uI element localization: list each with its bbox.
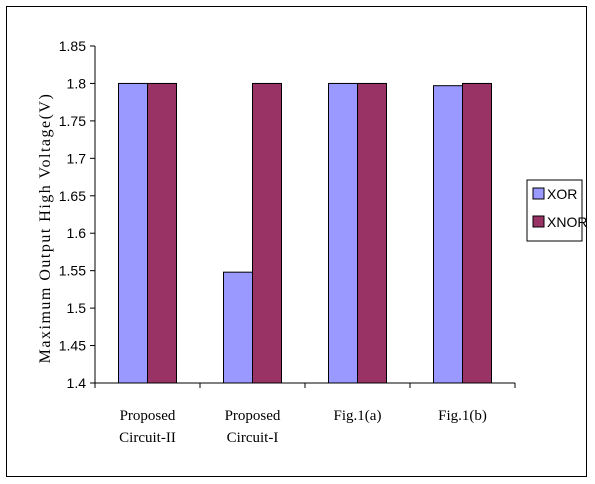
y-tick-label: 1.85	[59, 38, 86, 54]
y-tick-label: 1.45	[59, 338, 86, 354]
y-axis: 1.4 1.45 1.5 1.55 1.6 1.65 1.7 1.75 1.8 1.85	[59, 38, 96, 391]
legend-swatch-xnor	[532, 215, 545, 228]
bar-xor	[328, 82, 358, 384]
y-axis-label: Maximum Output High Voltage(V)	[37, 93, 54, 364]
bar-xnor	[462, 82, 492, 384]
x-tick-label: Proposed	[225, 408, 281, 424]
y-tick-label: 1.75	[59, 113, 86, 129]
legend: XOR XNOR	[526, 179, 587, 242]
legend-label-xor: XOR	[547, 186, 577, 202]
x-tick-label: Proposed	[120, 408, 176, 424]
bar-xnor	[252, 82, 282, 384]
x-tick-label: Circuit-I	[227, 430, 279, 446]
bar-xor	[223, 271, 253, 384]
y-tick-label: 1.6	[67, 225, 87, 241]
y-tick-label: 1.8	[67, 75, 87, 91]
bar-xnor	[147, 82, 177, 384]
y-tick-label: 1.65	[59, 188, 86, 204]
y-tick-label: 1.5	[67, 300, 87, 316]
x-tick-label: Fig.1(b)	[438, 408, 487, 424]
legend-swatch-xor	[532, 187, 545, 200]
y-tick-label: 1.7	[67, 150, 87, 166]
bars	[118, 82, 492, 384]
y-tick-label: 1.4	[67, 375, 87, 391]
bar-xor	[433, 85, 463, 384]
bar-xnor	[357, 82, 387, 384]
y-tick-label: 1.55	[59, 263, 86, 279]
x-tick-label: Fig.1(a)	[334, 408, 382, 424]
legend-label-xnor: XNOR	[547, 214, 587, 230]
x-axis: Proposed Circuit-II Proposed Circuit-I Fig.1…	[94, 382, 516, 446]
bar-xor	[118, 82, 148, 384]
x-tick-label: Circuit-II	[119, 430, 176, 446]
